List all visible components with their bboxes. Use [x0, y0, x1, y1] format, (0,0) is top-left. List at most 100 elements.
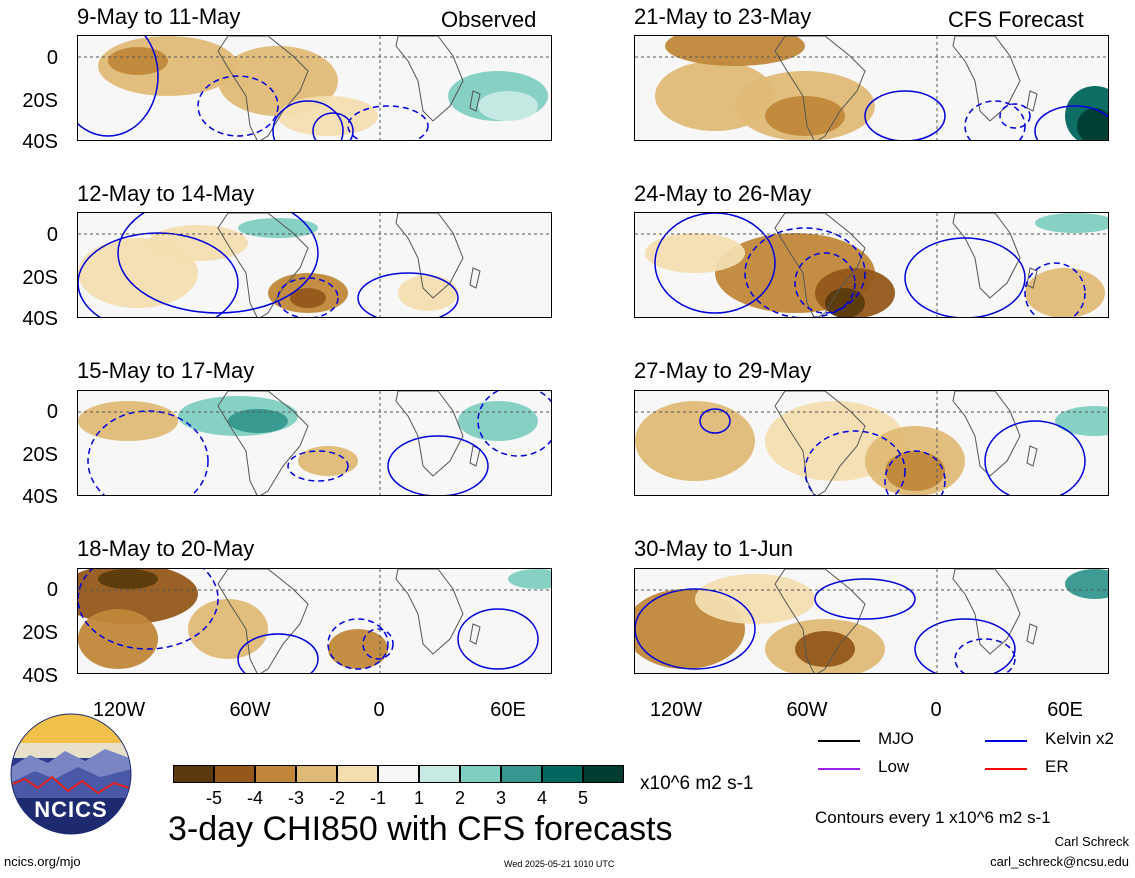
map-panel-obs-4	[77, 568, 552, 674]
kelvin-contour	[914, 618, 1016, 673]
kelvin-contour	[287, 450, 349, 482]
colorbar-tick: 2	[454, 788, 465, 808]
panel-title-fcst-4: 30-May to 1-Jun	[634, 536, 793, 561]
map-panel-fcst-2	[634, 212, 1109, 318]
colorbar-swatch	[460, 765, 501, 783]
kelvin-contour	[794, 252, 856, 314]
shading-region	[148, 225, 248, 261]
legend-label-er: ER	[1045, 757, 1069, 776]
shading-region	[695, 574, 815, 624]
x-tick-60w-left: 60W	[229, 699, 271, 721]
map-panel-fcst-4	[634, 568, 1109, 674]
shading-region	[78, 609, 158, 669]
ncics-logo-text: NCICS	[34, 797, 108, 822]
y-tick-0-row3: 0	[46, 401, 58, 423]
ncics-logo[interactable]: NCICS	[10, 713, 132, 835]
madagascar-outline	[1026, 623, 1038, 645]
shading-region	[238, 218, 318, 238]
x-tick-0-left: 0	[373, 699, 385, 721]
map-graphic	[78, 569, 551, 673]
kelvin-contour	[347, 105, 429, 140]
africa-outline	[952, 36, 1021, 122]
colorbar-swatch	[173, 765, 214, 783]
south-america-outline	[774, 213, 866, 317]
kelvin-contour	[78, 569, 219, 650]
x-tick-60w-right: 60W	[786, 699, 828, 721]
south-america-outline	[217, 391, 309, 495]
y-tick-0-row4: 0	[46, 579, 58, 601]
colorbar-tick: -5	[205, 788, 222, 808]
kelvin-contour	[197, 75, 279, 137]
colorbar-swatch	[214, 765, 255, 783]
africa-outline	[395, 36, 464, 122]
colorbar-tick: -1	[369, 788, 386, 808]
y-tick-0-row2: 0	[46, 224, 58, 246]
legend-line-kelvin	[985, 740, 1027, 742]
africa-outline	[952, 391, 1021, 477]
y-tick-40s-row3: 40S	[22, 486, 58, 508]
kelvin-contour	[357, 272, 459, 317]
shading-region	[1077, 108, 1108, 140]
shading-region	[765, 96, 845, 136]
colorbar-swatch	[583, 765, 624, 783]
madagascar-outline	[469, 267, 481, 289]
colorbar-tick: 3	[495, 788, 506, 808]
map-panel-fcst-1	[634, 35, 1109, 141]
author: Carl Schreck	[1054, 834, 1129, 849]
shading-region	[458, 401, 538, 441]
y-tick-40s-row1: 40S	[22, 131, 58, 153]
africa-outline	[395, 569, 464, 655]
author-email[interactable]: carl_schreck@ncsu.edu	[990, 854, 1129, 869]
colorbar-tick: 4	[536, 788, 547, 808]
shading-region	[188, 599, 268, 659]
main-title: 3-day CHI850 with CFS forecasts	[168, 810, 673, 848]
africa-outline	[952, 213, 1021, 299]
shading-region	[478, 91, 538, 121]
map-graphic	[78, 36, 551, 140]
site-link[interactable]: ncics.org/mjo	[4, 854, 81, 869]
map-graphic	[635, 569, 1108, 673]
kelvin-contour	[87, 410, 209, 495]
y-tick-0-row1: 0	[46, 47, 58, 69]
kelvin-contour	[884, 450, 946, 495]
south-america-outline	[217, 36, 309, 140]
shading-region	[1025, 268, 1105, 317]
x-tick-0-right: 0	[930, 699, 942, 721]
kelvin-contour	[699, 408, 731, 434]
y-tick-40s-row2: 40S	[22, 308, 58, 330]
legend-label-low: Low	[878, 757, 910, 776]
y-tick-40s-row4: 40S	[22, 665, 58, 687]
ncics-logo-graphic	[10, 713, 132, 835]
kelvin-contour	[312, 112, 354, 140]
shading-region	[328, 629, 388, 669]
kelvin-contour	[1034, 105, 1108, 140]
x-tick-60e-right: 60E	[1047, 699, 1083, 721]
panel-title-obs-3: 15-May to 17-May	[77, 358, 255, 383]
map-panel-fcst-3	[634, 390, 1109, 496]
kelvin-contour	[362, 628, 394, 660]
map-panel-obs-3	[77, 390, 552, 496]
legend-line-low	[818, 768, 860, 770]
observed-label: Observed	[441, 7, 537, 32]
map-graphic	[78, 391, 551, 495]
map-panel-obs-1	[77, 35, 552, 141]
kelvin-contour	[78, 36, 159, 137]
kelvin-contour	[999, 103, 1031, 129]
legend-line-mjo	[818, 740, 860, 742]
kelvin-contour	[904, 237, 1026, 317]
madagascar-outline	[1026, 267, 1038, 289]
shading-region	[825, 288, 865, 317]
madagascar-outline	[469, 623, 481, 645]
panel-title-fcst-3: 27-May to 29-May	[634, 358, 812, 383]
africa-outline	[395, 391, 464, 477]
timestamp: Wed 2025-05-21 1010 UTC	[504, 859, 615, 869]
panel-title-obs-4: 18-May to 20-May	[77, 536, 255, 561]
colorbar-swatch	[378, 765, 419, 783]
madagascar-outline	[469, 90, 481, 112]
colorbar-tick: 5	[577, 788, 588, 808]
panel-title-obs-2: 12-May to 14-May	[77, 181, 255, 206]
colorbar-swatch	[255, 765, 296, 783]
kelvin-contour	[1024, 262, 1086, 317]
colorbar-tick: 1	[413, 788, 424, 808]
contours-note: Contours every 1 x10^6 m2 s-1	[815, 808, 1051, 827]
